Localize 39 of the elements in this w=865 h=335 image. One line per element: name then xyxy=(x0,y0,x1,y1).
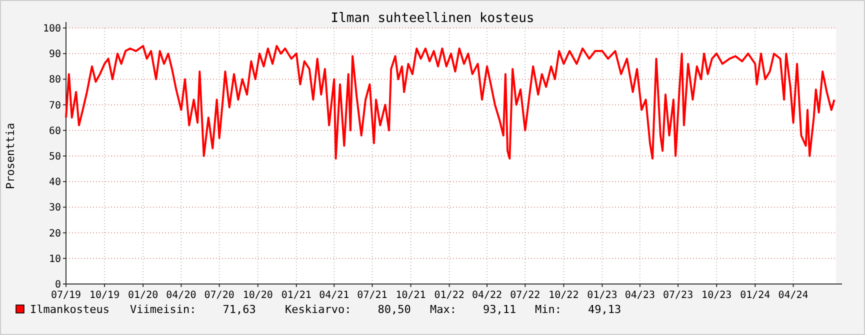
x-tick-label: 01/21 xyxy=(281,290,312,301)
y-tick-label: 80 xyxy=(48,74,61,86)
y-tick-label: 100 xyxy=(42,24,61,34)
x-tick-label: 07/22 xyxy=(510,290,540,301)
x-tick-label: 04/23 xyxy=(624,290,655,301)
x-tick-label: 10/21 xyxy=(396,290,426,301)
x-tick-label: 01/23 xyxy=(587,290,618,301)
x-tick-label: 01/22 xyxy=(434,290,464,301)
y-tick-label: 40 xyxy=(48,177,61,188)
x-tick-label: 07/21 xyxy=(357,290,388,301)
x-tick-label: 10/22 xyxy=(548,290,579,301)
x-tick-label: 04/24 xyxy=(778,290,808,301)
y-tick-label: 20 xyxy=(48,228,61,240)
y-tick-label: 10 xyxy=(48,254,61,265)
y-axis-title: Prosenttia xyxy=(4,122,17,190)
x-tick-label: 10/19 xyxy=(89,290,120,301)
y-tick-label: 60 xyxy=(48,126,61,137)
x-tick-label: 01/20 xyxy=(128,290,158,301)
chart-title: Ilman suhteellinen kosteus xyxy=(330,11,534,26)
text: Min: 49,13 xyxy=(535,303,622,316)
x-tick-label: 04/21 xyxy=(319,290,350,301)
y-tick-label: 0 xyxy=(54,280,61,290)
x-tick-label: 07/20 xyxy=(204,290,234,301)
line-series xyxy=(65,44,836,160)
x-tick-label: 04/22 xyxy=(472,290,502,301)
x-tick-label: 10/23 xyxy=(702,290,732,301)
y-tick-label: 70 xyxy=(48,100,61,112)
text: Keskiarvo: 80,50 xyxy=(285,303,411,316)
x-tick-label: 07/19 xyxy=(50,290,82,301)
x-tick-label: 10/20 xyxy=(242,290,273,301)
legend-label: Ilmankosteus xyxy=(30,303,110,316)
x-tick-label: 01/24 xyxy=(740,290,770,301)
y-tick-label: 50 xyxy=(48,152,61,162)
text: Max: 93,11 xyxy=(430,303,516,316)
y-tick-label: 90 xyxy=(48,49,61,60)
y-tick-label: 30 xyxy=(48,202,61,214)
text: Viimeisin: 71,63 xyxy=(130,303,256,316)
x-tick-label: 04/20 xyxy=(166,290,196,301)
x-tick-label: 07/23 xyxy=(663,290,694,301)
